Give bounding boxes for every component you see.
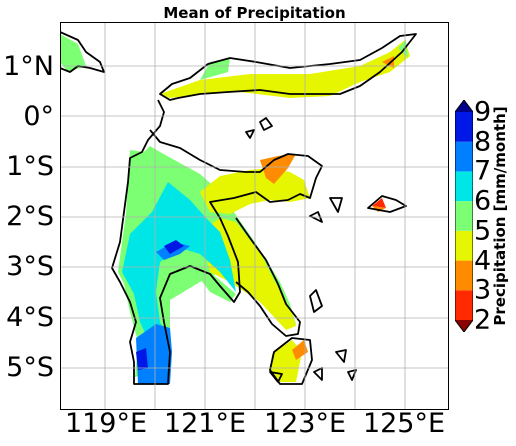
map-canvas [59, 22, 449, 410]
colorbar-segments [455, 112, 473, 320]
region-east-arm-orange [260, 154, 296, 184]
lat-label-2s: 2°S [6, 201, 54, 232]
colorbar [455, 100, 473, 332]
colorbar-tick-9: 9 [474, 96, 492, 128]
colorbar-segment-3 [455, 201, 473, 231]
coastline [59, 31, 417, 385]
colorbar-tick-6: 6 [474, 185, 492, 217]
lat-label-4s: 4°S [6, 302, 54, 333]
lat-label-0: 0° [23, 101, 54, 132]
gridlines [60, 22, 449, 410]
region-southeast-orange [292, 340, 308, 360]
colorbar-segment-4 [455, 171, 473, 202]
region-southwest-darkblue [136, 348, 148, 370]
map-frame [60, 22, 449, 410]
colorbar-segment-5 [455, 141, 473, 172]
map-title: Mean of Precipitation [163, 4, 346, 22]
lat-label-3s: 3°S [6, 251, 54, 282]
region-north-arm-orange [382, 56, 394, 68]
colorbar-tick-2: 2 [474, 304, 492, 336]
lon-label-123e: 123°E [263, 408, 347, 439]
colorbar-label: Precipitation [mm/month] [491, 106, 509, 326]
region-central-darkblue [164, 240, 184, 254]
colorbar-tick-5: 5 [474, 215, 492, 247]
colorbar-tick-7: 7 [474, 155, 492, 187]
lat-label-1s: 1°S [6, 151, 54, 182]
colorbar-segment-1 [455, 260, 473, 291]
region-banggai [372, 198, 386, 208]
colorbar-segment-6 [455, 112, 473, 142]
coastline-main-body [111, 99, 323, 385]
colorbar-segment-2 [455, 230, 473, 261]
region-central-cyan [122, 182, 236, 344]
lon-label-121e: 121°E [163, 408, 247, 439]
coastline-north-arm [59, 31, 417, 101]
lon-label-125e: 125°E [362, 408, 446, 439]
colorbar-extend-high [455, 100, 473, 112]
colorbar-tick-3: 3 [474, 274, 492, 306]
map-panel [59, 22, 449, 410]
region-banggai-orange [372, 206, 386, 212]
colorbar-extend-low [455, 320, 473, 332]
region-north-arm-green2 [398, 40, 408, 58]
lon-label-119e: 119°E [64, 408, 148, 439]
precipitation-field [60, 34, 410, 384]
region-north-arm-green [200, 58, 230, 80]
region-north-arm-yellow [160, 40, 410, 98]
colorbar-tick-8: 8 [474, 126, 492, 158]
lat-label-5s: 5°S [6, 352, 54, 383]
region-north-arm [60, 34, 86, 72]
colorbar-segment-0 [455, 290, 473, 320]
region-southwest-blue [136, 324, 172, 384]
colorbar-tick-4: 4 [474, 245, 492, 277]
lat-label-1n: 1°N [3, 51, 54, 82]
